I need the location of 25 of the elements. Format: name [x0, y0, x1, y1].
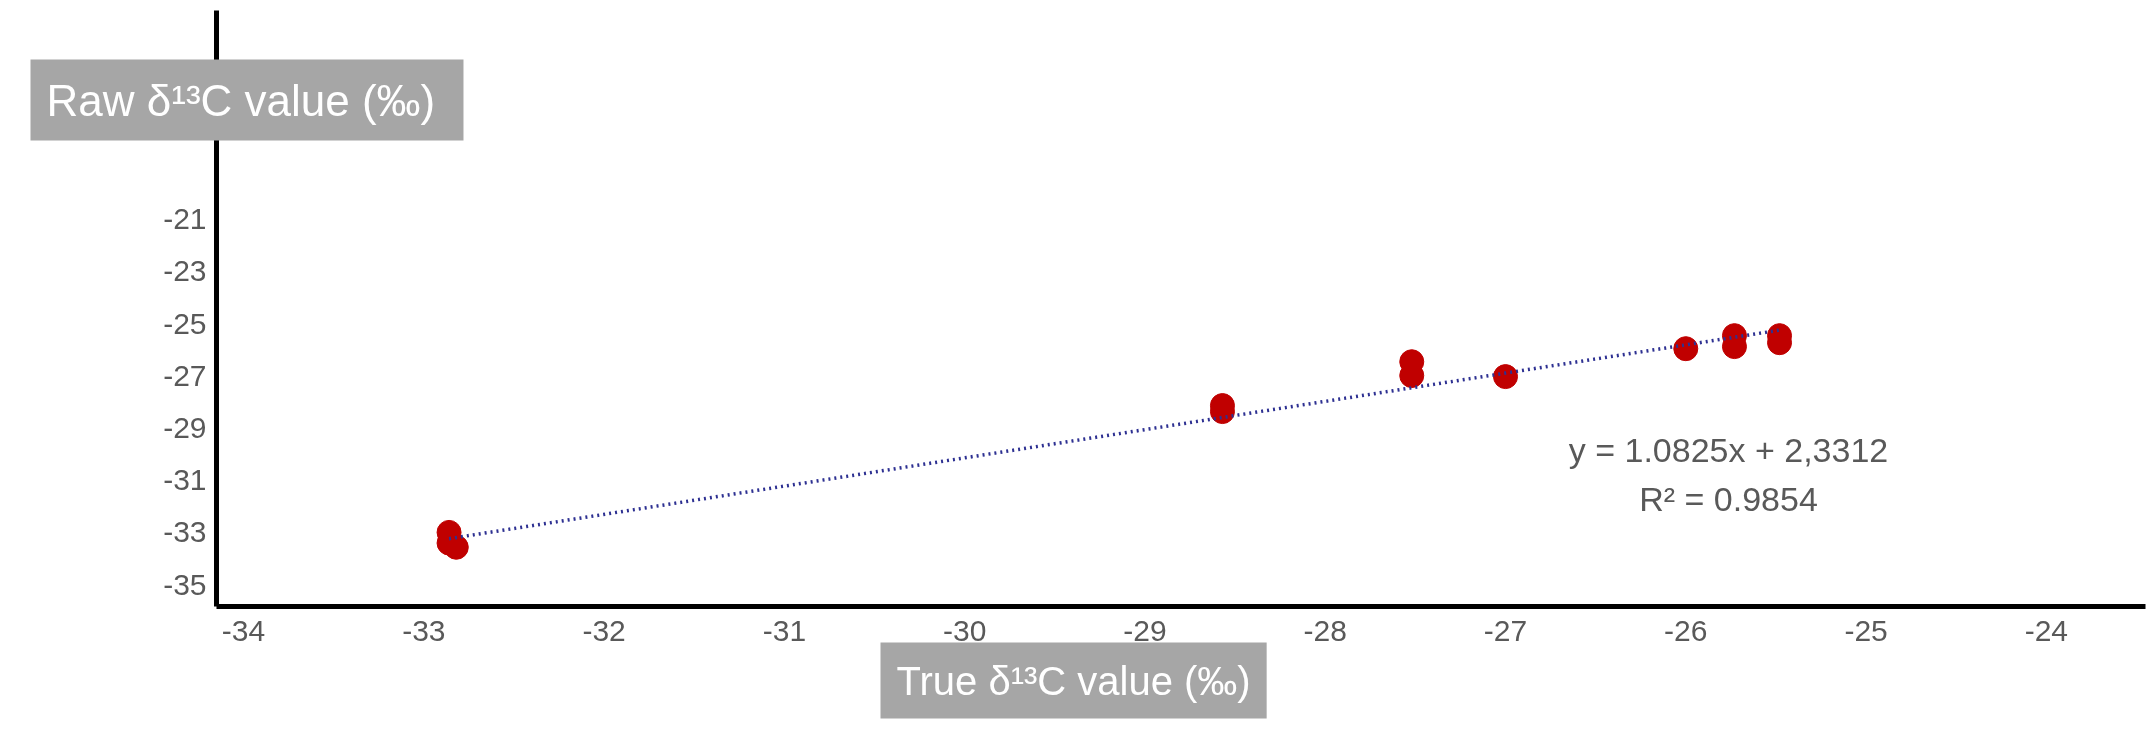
x-tick-label: -25: [1844, 613, 1888, 647]
x-tick-label: -27: [1483, 613, 1528, 647]
y-tick-label: -27: [163, 358, 207, 392]
annotation: R² = 0.9854: [1639, 479, 1818, 518]
y-tick-label: -21: [163, 202, 207, 236]
x-tick-label: -29: [1123, 613, 1167, 647]
y-tick-label: -29: [163, 411, 207, 445]
x-tick-label: -26: [1664, 613, 1708, 647]
x-tick-label: -31: [762, 613, 807, 647]
x-tick-label: -28: [1303, 613, 1347, 647]
y-tick-label: -25: [163, 306, 207, 340]
point: [1673, 336, 1699, 362]
x-tick-label: -24: [2024, 613, 2069, 647]
y-tick-label: -33: [163, 515, 207, 549]
annotation: y = 1.0825x + 2,3312: [1568, 430, 1889, 469]
point: [1493, 364, 1518, 390]
y-axis-title: Raw δ¹³C value (‰): [46, 75, 436, 125]
y-tick-label: -31: [163, 463, 207, 497]
y-tick-label: -35: [163, 567, 207, 601]
y-tick-label: -23: [163, 254, 207, 288]
x-tick-label: -34: [221, 613, 266, 647]
x-axis-title: True δ¹³C value (‰): [896, 658, 1251, 703]
x-tick-label: -33: [402, 613, 446, 647]
x-tick-label: -30: [942, 613, 987, 647]
x-tick-label: -32: [582, 613, 626, 647]
